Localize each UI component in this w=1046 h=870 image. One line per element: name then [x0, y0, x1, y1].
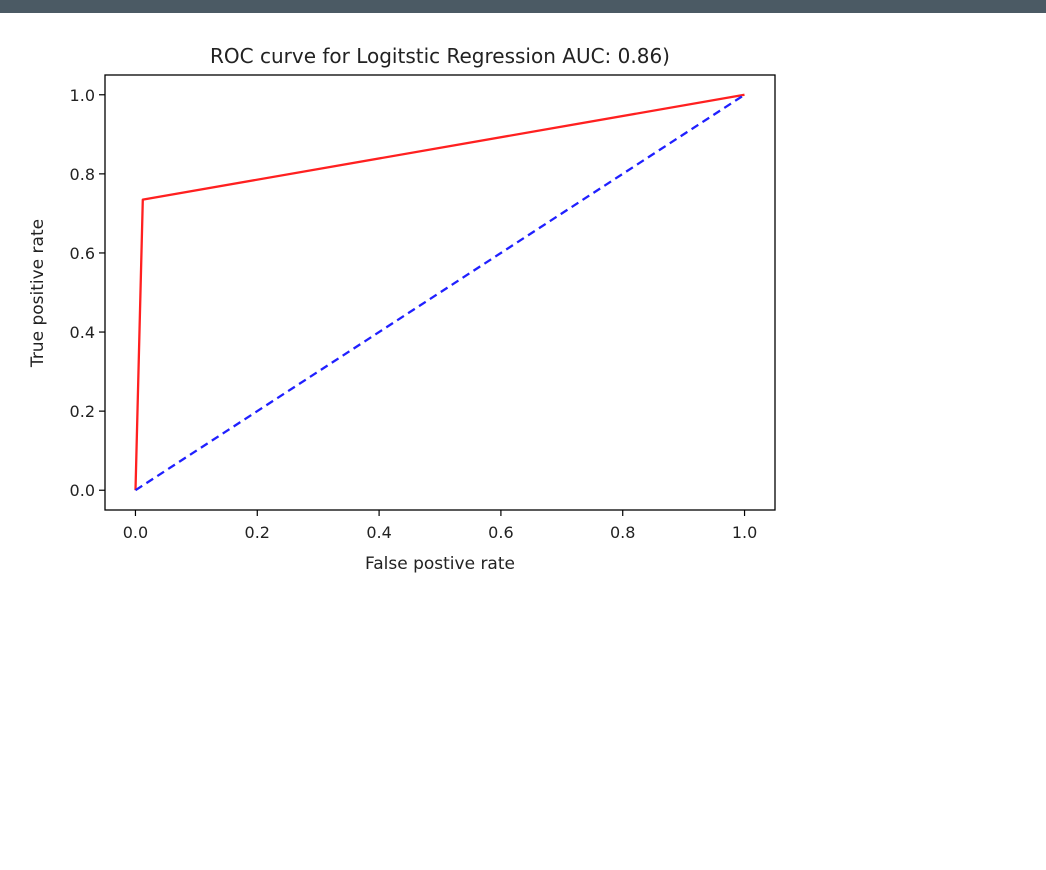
y-tick-label: 0.2 — [70, 402, 95, 421]
x-tick-label: 0.6 — [488, 523, 513, 542]
x-tick-label: 0.0 — [123, 523, 148, 542]
y-tick-label: 0.0 — [70, 481, 95, 500]
x-axis-label: False postive rate — [365, 554, 515, 574]
x-tick-label: 1.0 — [732, 523, 757, 542]
x-tick-label: 0.4 — [366, 523, 391, 542]
chart-figure: ROC curve for Logitstic Regression AUC: … — [0, 13, 1046, 866]
roc-chart: ROC curve for Logitstic Regression AUC: … — [28, 44, 776, 574]
x-tick-label: 0.2 — [245, 523, 270, 542]
notebook-top-bar — [0, 0, 1046, 13]
y-axis-label: True positive rate — [28, 219, 48, 368]
y-tick-label: 0.8 — [70, 165, 95, 184]
y-tick-label: 1.0 — [70, 86, 95, 105]
y-tick-label: 0.6 — [70, 244, 95, 263]
plot-frame — [104, 74, 776, 511]
chart-title: ROC curve for Logitstic Regression AUC: … — [210, 44, 670, 68]
y-tick-label: 0.4 — [70, 323, 95, 342]
roc-curve-line — [134, 93, 745, 491]
baseline-diagonal-line — [134, 93, 746, 492]
x-tick-label: 0.8 — [610, 523, 635, 542]
